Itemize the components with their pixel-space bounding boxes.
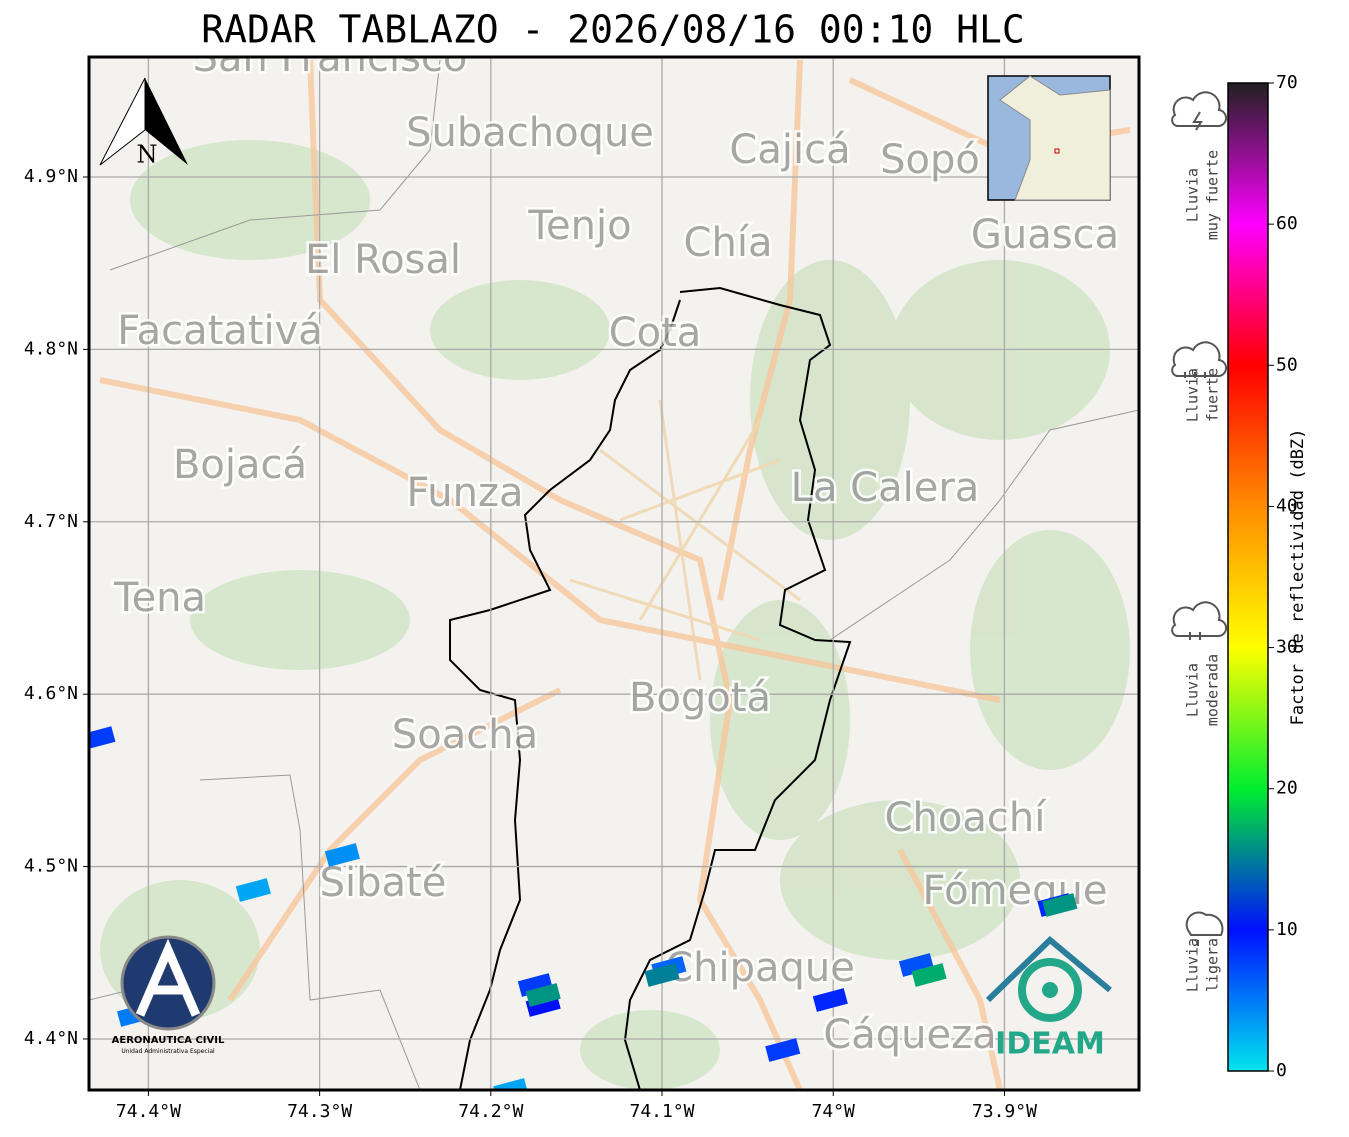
place-name: El Rosal — [305, 237, 461, 283]
legend-text: moderada — [1204, 654, 1222, 726]
legend-text: Lluvia — [1184, 663, 1202, 717]
ideam-logo: IDEAM — [985, 935, 1112, 1062]
place-name: Bogotá — [629, 675, 771, 721]
radar-echo — [765, 1038, 801, 1062]
colorbar-tick-label: 40 — [1276, 495, 1298, 516]
colorbar — [1227, 82, 1269, 1072]
map-frame — [87, 55, 1141, 1092]
radar-echo — [812, 988, 848, 1012]
legend-text: fuerte — [1204, 368, 1222, 422]
north-label: N — [137, 141, 158, 169]
radar-echo — [493, 1078, 529, 1090]
radar-echo — [644, 963, 680, 987]
x-tick-label: 74.1°W — [630, 1101, 695, 1122]
y-tick-label: 4.7°N — [24, 511, 78, 532]
y-tick-label: 4.8°N — [24, 338, 78, 359]
place-name: Tenjo — [527, 203, 631, 249]
title: RADAR TABLAZO - 2026/08/16 00:10 HLC — [201, 8, 1025, 52]
place-name: Cáqueza — [823, 1012, 996, 1058]
y-tick-label: 4.4°N — [24, 1028, 78, 1049]
place-name: Soacha — [392, 712, 538, 758]
place-name: Chía — [684, 220, 773, 266]
place-name: San Francisco — [193, 35, 468, 81]
y-tick-label: 4.5°N — [24, 856, 78, 877]
colorbar-tick-label: 70 — [1276, 72, 1298, 93]
x-tick-label: 74.3°W — [287, 1101, 352, 1122]
place-name: Cota — [609, 310, 702, 356]
radar-echo — [1042, 893, 1078, 917]
place-name: Sibaté — [320, 860, 447, 906]
place-name: Facatativá — [117, 308, 323, 354]
basemap: San Francisco Subachoque Cajicá Sopó Tenjo Ch… — [89, 35, 1139, 1090]
colorbar-tick-label: 20 — [1276, 778, 1298, 799]
colorbar-tick-label: 30 — [1276, 637, 1298, 658]
colorbar-tick-label: 0 — [1276, 1060, 1287, 1081]
place-name: Cajicá — [729, 127, 850, 173]
legend-text: Lluvia — [1184, 368, 1202, 422]
legend-text: Lluvia — [1184, 168, 1202, 222]
colorbar-label: Factor de reflectividad (dBZ) — [1288, 429, 1308, 726]
ideam-name: IDEAM — [995, 1027, 1105, 1062]
place-name: Tena — [113, 575, 206, 621]
radar-echo — [525, 983, 561, 1007]
place-name: Choachí — [885, 795, 1048, 841]
legend-text: Lluvia — [1184, 938, 1202, 992]
aero-logo: AERONAUTICA CIVIL Unidad Administrativa … — [112, 935, 225, 1055]
aero-sub: Unidad Administrativa Especial — [121, 1048, 215, 1055]
place-name: Chipaque — [665, 945, 855, 991]
north-arrow: N — [99, 77, 188, 169]
place-name: La Calera — [791, 465, 980, 511]
y-tick-label: 4.6°N — [24, 683, 78, 704]
legend-icons — [1171, 91, 1228, 946]
colorbar-tick-label: 50 — [1276, 354, 1298, 375]
legend-text: muy fuerte — [1204, 150, 1222, 240]
x-tick-label: 73.9°W — [972, 1101, 1037, 1122]
place-name: Funza — [406, 470, 523, 516]
aero-name: AERONAUTICA CIVIL — [112, 1035, 225, 1046]
place-name: Sopó — [880, 137, 980, 183]
inset-map — [987, 75, 1111, 201]
place-name: Guasca — [971, 212, 1119, 258]
radar-echo — [324, 843, 360, 867]
place-name: Subachoque — [406, 110, 654, 156]
place-name: Fómeque — [923, 868, 1108, 914]
legend-text: ligera — [1204, 938, 1222, 992]
radar-echo — [235, 878, 271, 902]
district-boundary — [449, 286, 852, 1090]
x-tick-label: 74.4°W — [116, 1101, 181, 1122]
radar-echo — [911, 963, 947, 987]
colorbar-tick-label: 10 — [1276, 919, 1298, 940]
place-name: Bojacá — [173, 442, 307, 488]
colorbar-tick-label: 60 — [1276, 213, 1298, 234]
x-tick-label: 74.2°W — [458, 1101, 523, 1122]
x-tick-label: 74°W — [812, 1101, 856, 1122]
y-tick-label: 4.9°N — [24, 166, 78, 187]
